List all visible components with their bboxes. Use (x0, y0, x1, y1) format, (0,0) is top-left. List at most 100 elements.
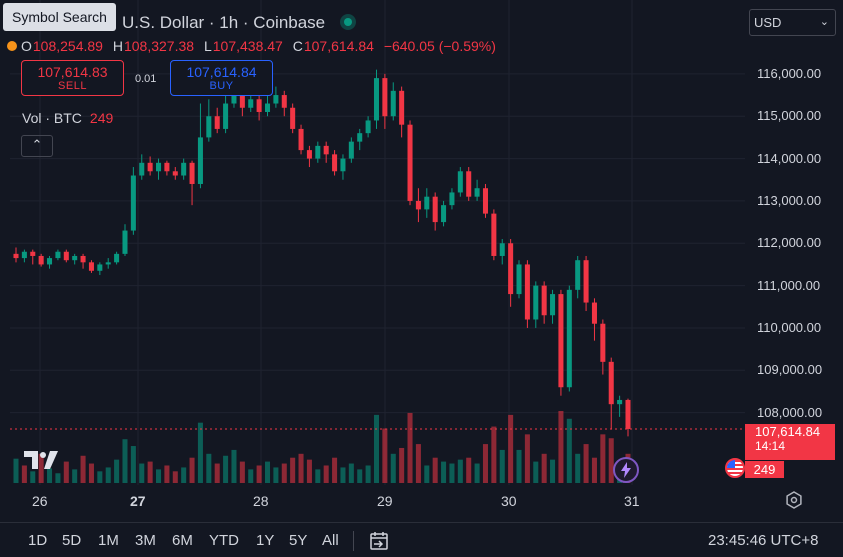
candle-body (80, 255, 86, 263)
candle-body (248, 99, 254, 108)
candle-body (441, 205, 447, 223)
volume-bar (558, 411, 564, 483)
volume-bar (516, 449, 522, 483)
candle-body (130, 175, 136, 231)
candle-body (13, 253, 19, 259)
volume-bar (223, 455, 229, 483)
candle-body (591, 302, 597, 324)
ohlc-legend: O108,254.89 H108,327.38 L107,438.47 C107… (7, 38, 502, 54)
candle-body (315, 145, 321, 159)
volume-bar (399, 447, 405, 483)
spread-value: 0.01 (135, 73, 157, 85)
candle-body (499, 243, 505, 256)
candle-body (457, 171, 463, 193)
volume-bar (114, 459, 120, 483)
range-button-6m[interactable]: 6M (172, 532, 193, 549)
settings-icon[interactable] (785, 491, 803, 509)
volume-bar (348, 463, 354, 483)
candle-body (273, 95, 279, 104)
volume-bar (441, 461, 447, 483)
volume-bar (373, 414, 380, 483)
candle-body (55, 251, 61, 259)
volume-bar (449, 463, 455, 483)
range-button-1m[interactable]: 1M (98, 532, 119, 549)
volume-bar (482, 444, 488, 483)
range-button-1y[interactable]: 1Y (256, 532, 275, 549)
collapse-legend-button[interactable]: ⌃ (21, 135, 53, 157)
price-axis-label: 109,000.00 (757, 362, 823, 378)
volume-bar (566, 418, 572, 483)
range-button-5y[interactable]: 5Y (289, 532, 308, 549)
price-axis-label: 110,000.00 (757, 319, 822, 335)
symbol-title[interactable]: U.S. Dollar · 1h · Coinbase (122, 13, 326, 32)
volume-bar (38, 453, 44, 483)
volume-bar (97, 471, 103, 483)
chart-area[interactable] (0, 0, 843, 522)
volume-bar (340, 467, 346, 483)
flash-icon[interactable] (613, 457, 639, 483)
candle-body (214, 116, 220, 129)
volume-bar (432, 457, 438, 483)
price-axis-label: 115,000.00 (757, 108, 822, 124)
sell-button[interactable]: 107,614.83 SELL (21, 60, 124, 96)
volume-bar (88, 463, 94, 483)
candlestick-chart[interactable] (0, 0, 843, 522)
candle-body (231, 90, 237, 104)
bottom-toolbar: 1D 5D 1M 3M 6M YTD 1Y 5Y All 23:45:46 UTC+8 (0, 522, 843, 557)
chevron-up-icon: ⌃ (31, 137, 43, 152)
toolbar-divider (353, 531, 354, 551)
symbol-search-tooltip: Symbol Search (3, 3, 116, 31)
volume-bar (608, 438, 614, 483)
volume-bar (474, 463, 480, 483)
go-to-date-icon[interactable] (367, 529, 391, 553)
volume-bar (30, 471, 36, 483)
range-button-5d[interactable]: 5D (62, 532, 82, 549)
clock-timezone[interactable]: 23:45:46 UTC+8 (708, 532, 819, 549)
candle-body (566, 289, 572, 388)
candle-body (466, 171, 472, 197)
range-button-ytd[interactable]: YTD (209, 532, 239, 549)
tradingview-logo-icon[interactable] (24, 449, 60, 471)
candle-body (298, 128, 304, 151)
candle-body (541, 285, 547, 316)
volume-legend: Vol · BTC 249 (22, 110, 114, 126)
currency-select[interactable]: USD ⌄ (749, 9, 836, 36)
price-axis-label: 111,000.00 (757, 277, 821, 293)
low-value: 107,438.47 (212, 38, 283, 54)
candle-body (72, 255, 78, 261)
volume-bar (491, 426, 497, 483)
volume-bar (415, 444, 421, 483)
candle-body (306, 150, 312, 159)
volume-bar (323, 465, 329, 483)
range-button-all[interactable]: All (322, 532, 339, 549)
candle-body (223, 103, 229, 129)
chevron-down-icon: ⌄ (819, 16, 829, 28)
candle-body (332, 154, 338, 172)
volume-badge: 249 (745, 461, 784, 478)
price-axis-label: 108,000.00 (757, 404, 823, 420)
volume-bar (164, 465, 170, 483)
time-axis-label: 31 (624, 493, 640, 509)
volume-bar (357, 469, 363, 483)
range-button-3m[interactable]: 3M (135, 532, 156, 549)
candle-body (575, 260, 581, 290)
candle-body (474, 188, 480, 197)
volume-bar (457, 459, 463, 483)
candle-body (625, 399, 631, 429)
candle-body (524, 264, 530, 320)
volume-bar (264, 461, 271, 483)
volume-bar (508, 414, 514, 483)
volume-bar (281, 463, 287, 483)
volume-bar (55, 473, 61, 483)
candle-body (256, 99, 262, 112)
range-button-1d[interactable]: 1D (28, 532, 48, 549)
buy-button[interactable]: 107,614.84 BUY (170, 60, 273, 96)
volume-bar (189, 457, 195, 483)
us-flag-icon[interactable] (725, 458, 745, 478)
candle-body (206, 116, 212, 138)
volume-bar (575, 453, 581, 483)
volume-bar (290, 457, 296, 483)
candle-body (340, 158, 346, 172)
time-axis-label: 27 (130, 493, 146, 509)
volume-bar (156, 469, 162, 483)
